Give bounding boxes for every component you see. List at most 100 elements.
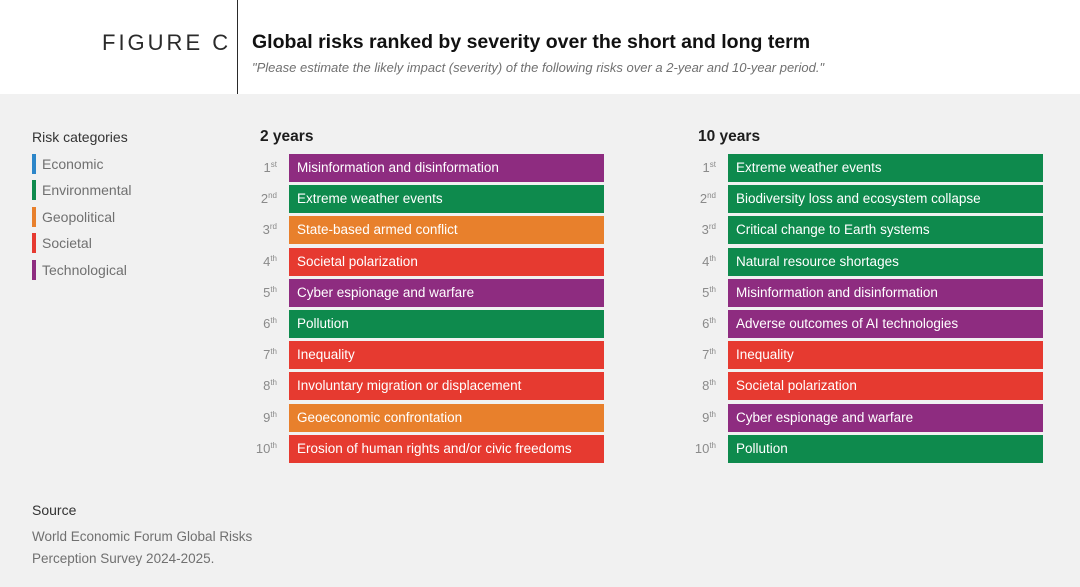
rank-number: 2	[699, 191, 708, 207]
header-divider	[237, 0, 238, 94]
legend-item-technological: Technological	[32, 259, 128, 280]
risk-bar: Cyber espionage and warfare	[289, 278, 604, 307]
rank-label: 4th	[263, 254, 277, 269]
rank-number: 6	[702, 316, 710, 331]
legend-item-geopolitical: Geopolitical	[32, 206, 128, 227]
risk-label: Geoeconomic confrontation	[297, 409, 463, 425]
rank-number: 4	[263, 253, 271, 269]
legend-title: Risk categories	[32, 129, 128, 145]
legend-item-economic: Economic	[32, 154, 128, 174]
risk-bar: Societal polarization	[289, 247, 604, 276]
legend-label-technological: Technological	[42, 261, 127, 278]
rank-number: 5	[263, 284, 271, 300]
risk-label: Misinformation and disinformation	[736, 284, 938, 300]
risk-bar: Geoeconomic confrontation	[289, 403, 604, 432]
rank-label: 7th	[263, 347, 277, 362]
risk-label: Cyber espionage and warfare	[736, 409, 914, 425]
risk-label: Critical change to Earth systems	[736, 222, 930, 238]
risk-label: Misinformation and disinformation	[297, 160, 499, 175]
rank-number: 2	[260, 191, 269, 207]
rank-number: 3	[262, 222, 270, 238]
rank-number: 9	[702, 409, 710, 425]
risk-bar: Misinformation and disinformation	[728, 278, 1043, 307]
rank-label: 8th	[263, 378, 277, 393]
rank-suffix: st	[270, 160, 277, 169]
source-text: World Economic Forum Global Risks Percep…	[32, 529, 253, 566]
rank-suffix: th	[270, 409, 277, 419]
risk-bar: State-based armed conflict	[289, 216, 604, 245]
risk-label: Inequality	[736, 347, 794, 363]
risk-label: State-based armed conflict	[297, 222, 458, 238]
rank-label: 1st	[264, 160, 277, 175]
risk-bar: Pollution	[289, 310, 604, 338]
rank-number: 5	[702, 284, 710, 300]
risk-label: Pollution	[736, 440, 788, 456]
rank-suffix: rd	[269, 222, 277, 232]
rank-label: 4th	[702, 254, 716, 269]
risk-bar: Natural resource shortages	[728, 247, 1043, 276]
figure-header: FIGURE C Global risks ranked by severity…	[0, 0, 1080, 94]
rank-suffix: th	[709, 253, 716, 263]
column-title-10-years: 10 years	[698, 128, 761, 145]
risk-bar: Biodiversity loss and ecosystem collapse	[728, 185, 1043, 214]
legend-swatch-economic	[32, 154, 36, 174]
risk-label: Inequality	[297, 347, 355, 363]
risk-bar: Pollution	[728, 434, 1043, 463]
rank-label: 9th	[702, 410, 716, 425]
risk-label: Natural resource shortages	[736, 253, 899, 269]
figure-subtitle: "Please estimate the likely impact (seve…	[252, 60, 825, 75]
rank-suffix: th	[270, 284, 277, 294]
rank-number: 6	[263, 316, 271, 331]
column-title-2-years: 2 years	[260, 128, 314, 145]
rank-label: 5th	[702, 285, 716, 300]
rank-suffix: th	[709, 440, 716, 450]
rank-suffix: nd	[268, 191, 277, 201]
rank-label: 5th	[263, 285, 277, 300]
source-note: Source World Economic Forum Global Risks…	[32, 502, 292, 570]
rank-label: 6th	[702, 316, 716, 331]
risk-bar: Involuntary migration or displacement	[289, 372, 604, 401]
legend-label-economic: Economic	[42, 156, 104, 172]
legend-swatch-geopolitical	[32, 206, 36, 227]
legend-item-environmental: Environmental	[32, 180, 132, 201]
risk-bar: Misinformation and disinformation	[289, 154, 604, 182]
rank-label: 7th	[702, 347, 716, 362]
rank-suffix: th	[709, 409, 716, 419]
risk-bar: Adverse outcomes of AI technologies	[728, 310, 1043, 338]
rank-number: 3	[701, 222, 709, 238]
risk-label: Extreme weather events	[297, 191, 443, 207]
rank-suffix: th	[270, 316, 277, 325]
rank-suffix: th	[709, 378, 716, 388]
risk-label: Societal polarization	[297, 253, 418, 269]
rank-number: 8	[702, 378, 710, 394]
rank-label: 10th	[256, 441, 277, 456]
legend-swatch-technological	[32, 259, 36, 280]
legend-label-geopolitical: Geopolitical	[42, 208, 116, 225]
rank-suffix: st	[709, 160, 716, 169]
rank-number: 8	[263, 378, 271, 394]
rank-label: 2nd	[700, 191, 716, 206]
rank-number: 7	[263, 347, 271, 363]
rank-suffix: th	[270, 440, 277, 450]
ranking-column-2-years: 2 years 1st Misinformation and disinforma…	[256, 128, 604, 463]
rank-label: 3rd	[263, 222, 277, 237]
risk-bar: Societal polarization	[728, 372, 1043, 401]
legend-label-societal: Societal	[42, 235, 92, 252]
rank-number: 10	[694, 440, 710, 456]
legend-swatch-environmental	[32, 180, 36, 201]
risk-bar: Extreme weather events	[289, 185, 604, 214]
risk-label: Erosion of human rights and/or civic fre…	[297, 440, 572, 456]
rank-number: 4	[702, 253, 710, 269]
rank-suffix: th	[709, 316, 716, 325]
rank-label: 2nd	[261, 191, 277, 206]
rank-suffix: th	[270, 347, 277, 357]
rank-suffix: th	[270, 378, 277, 388]
rank-label: 9th	[263, 410, 277, 425]
legend-label-environmental: Environmental	[42, 182, 132, 199]
rank-label: 3rd	[702, 222, 716, 237]
legend-item-societal: Societal	[32, 233, 128, 254]
figure-title: Global risks ranked by severity over the…	[252, 31, 811, 53]
rank-suffix: th	[270, 253, 277, 263]
rank-number: 9	[263, 409, 271, 425]
risk-bar: Inequality	[728, 341, 1043, 370]
